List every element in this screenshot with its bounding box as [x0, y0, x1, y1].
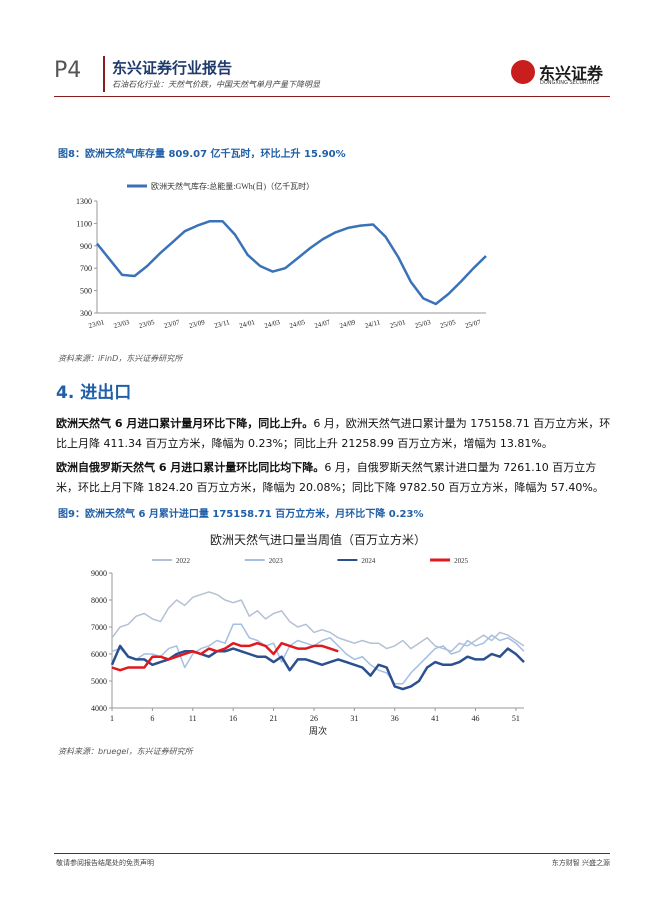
source: 资料来源：bruegel，东兴证券研究所	[58, 747, 193, 756]
y-tick-label: 8000	[91, 596, 107, 605]
source: 资料来源：iFinD，东兴证券研究所	[58, 354, 183, 363]
paragraph-body: 6 月，欧洲天然气进口累计量为 175158.71 百万立方米，环比上月降 41…	[56, 417, 611, 450]
paragraph: 欧洲自俄罗斯天然气 6 月进口累计量环比同比均下降。6 月，自俄罗斯天然气累计进…	[56, 458, 612, 498]
x-tick-label: 26	[310, 714, 318, 723]
y-tick-label: 4000	[91, 704, 107, 713]
legend-label: 2025	[454, 557, 469, 565]
footer-rule	[54, 853, 610, 854]
x-tick-label: 23/05	[138, 318, 156, 330]
x-tick-label: 24/09	[339, 318, 357, 330]
x-tick-label: 23/09	[188, 318, 206, 330]
legend-label: 2024	[361, 557, 376, 565]
x-tick-label: 23/03	[113, 318, 131, 330]
series-line	[111, 623, 525, 685]
logo: 东兴证券	[539, 64, 604, 83]
footer-left: 敬请参阅报告结尾处的免责声明	[56, 859, 154, 867]
legend-label: 欧洲天然气库存:总能量:GWh(日)（亿千瓦时）	[151, 181, 314, 191]
y-tick-label: 300	[80, 309, 92, 318]
x-tick-label: 11	[189, 714, 197, 723]
x-tick-label: 25/01	[389, 318, 407, 330]
brand: 东兴证券行业报告	[112, 59, 233, 77]
x-tick-label: 24/07	[314, 318, 332, 330]
x-tick-label: 24/11	[364, 318, 382, 330]
x-tick-label: 6	[150, 714, 154, 723]
x-tick-label: 23/07	[163, 318, 181, 330]
x-tick-label: 25/05	[439, 318, 457, 330]
x-tick-label: 24/03	[263, 318, 281, 330]
x-tick-label: 25/03	[414, 318, 432, 330]
footer-right: 东方财智 兴盛之源	[551, 859, 610, 867]
paragraph-lead: 欧洲天然气 6 月进口累计量月环比下降，同比上升。	[56, 417, 314, 430]
page-number: P4	[54, 58, 82, 83]
y-tick-label: 9000	[91, 569, 107, 578]
x-tick-label: 16	[229, 714, 237, 723]
x-tick-label: 25/07	[464, 318, 482, 330]
section-title: 4. 进出口	[56, 383, 132, 403]
series-line	[96, 219, 487, 306]
chart: 300 500 700 900 1100 1300 23/01 23/03 23/05 23/07…	[76, 181, 487, 330]
legend-label: 2023	[269, 557, 284, 565]
paragraph: 欧洲天然气 6 月进口累计量月环比下降，同比上升。6 月，欧洲天然气进口累计量为…	[56, 414, 612, 454]
y-tick-label: 1300	[76, 197, 92, 206]
paragraph-lead: 欧洲自俄罗斯天然气 6 月进口累计量环比同比均下降。	[56, 461, 325, 474]
y-tick-label: 1100	[76, 219, 92, 228]
chart: 欧洲天然气进口量当周值（百万立方米） 4000 5000 6000 7000 8000 90…	[91, 532, 525, 736]
x-tick-label: 21	[270, 714, 278, 723]
header-rule	[54, 96, 610, 97]
x-axis-label: 周次	[309, 725, 327, 736]
y-tick-label: 5000	[91, 677, 107, 686]
series-line	[111, 591, 525, 653]
x-tick-label: 24/01	[238, 318, 256, 330]
x-tick-label: 23/01	[88, 318, 106, 330]
paragraph-body: 6 月，自俄罗斯天然气累计进口量为 7261.10 百万立方米，环比上月下降 1…	[56, 461, 604, 494]
legend-label: 2022	[176, 557, 191, 565]
figure-title: 图8：欧洲天然气库存量 809.07 亿千瓦时，环比上升 15.90%	[58, 149, 346, 160]
y-tick-label: 6000	[91, 650, 107, 659]
y-tick-label: 500	[80, 287, 92, 296]
subtitle: 石油石化行业：天然气价跌，中国天然气单月产量下降明显	[112, 80, 320, 89]
x-tick-label: 1	[110, 714, 114, 723]
divider	[103, 56, 105, 92]
x-tick-label: 51	[512, 714, 520, 723]
logo-en: DONGXING SECURITIES	[540, 80, 599, 86]
x-tick-label: 23/11	[213, 318, 231, 330]
series-line	[111, 641, 339, 672]
y-tick-label: 7000	[91, 623, 107, 632]
x-tick-label: 41	[431, 714, 439, 723]
figure-title: 图9：欧洲天然气 6 月累计进口量 175158.71 百万立方米，月环比下降 …	[58, 509, 424, 520]
x-tick-label: 31	[350, 714, 358, 723]
x-tick-label: 36	[391, 714, 399, 723]
series-line	[110, 644, 525, 691]
y-tick-label: 700	[80, 264, 92, 273]
chart-title: 欧洲天然气进口量当周值（百万立方米）	[210, 532, 426, 547]
x-tick-label: 46	[472, 714, 480, 723]
y-tick-label: 900	[80, 242, 92, 251]
logo-icon	[511, 60, 535, 84]
x-tick-label: 24/05	[289, 318, 307, 330]
